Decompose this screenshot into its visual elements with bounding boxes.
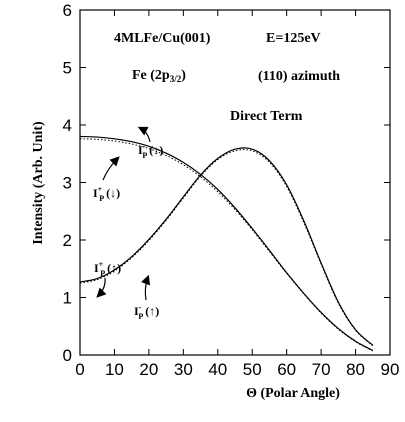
pointer-minus-down-arrow [137,126,151,143]
x-tick-label: 30 [174,360,193,379]
label-minus-up: I-P (↑) [134,303,159,321]
x-tick-label: 50 [243,360,262,379]
y-tick-label: 5 [63,59,72,78]
x-tick-label: 20 [139,360,158,379]
level-close: ) [181,68,186,83]
x-tick-label: 90 [381,360,400,379]
series-line-down-dotted [79,138,374,352]
energy-annotation: E=125eV [266,31,321,46]
y-tick-label: 3 [63,174,72,193]
pointer-plus-up-arrow [96,277,107,298]
term-annotation: Direct Term [230,109,303,124]
x-tick-label: 70 [312,360,331,379]
x-tick-label: 60 [277,360,296,379]
y-axis-ticks: 0 1 2 3 4 5 6 [63,1,390,365]
level-annotation: Fe (2p3/2) [132,68,186,84]
y-tick-label: 1 [63,289,72,308]
label-plus-up: I+ P (↑) [94,260,121,278]
label-plus-down: I+ P (↓) [93,185,120,203]
x-tick-label: 10 [105,360,124,379]
plot-frame [79,9,391,356]
x-tick-label: 40 [208,360,227,379]
series-line-down-solid [79,135,374,351]
pointer-plus-down-arrow [102,156,120,181]
level-main: Fe (2p [132,68,170,83]
series-layer [79,135,374,352]
x-axis-label: Θ (Polar Angle) [246,386,340,401]
level-sub: 3/2 [170,74,182,84]
x-axis-ticks: 0 10 20 30 40 50 60 70 80 90 [75,10,399,379]
y-axis-label: Intensity (Arb. Unit) [31,121,46,245]
x-tick-label: 0 [75,360,84,379]
pointer-minus-up-arrow [141,274,151,301]
azimuth-annotation: (110) azimuth [258,69,340,84]
series-line-up-solid [79,147,374,346]
x-tick-label: 80 [346,360,365,379]
y-tick-label: 6 [63,1,72,20]
series-line-up-dotted [79,149,374,347]
y-tick-label: 0 [63,346,72,365]
label-minus-down: I-P (↓) [138,142,163,160]
system-annotation: 4MLFe/Cu(001) [114,31,211,46]
y-tick-label: 2 [63,231,72,250]
y-tick-label: 4 [63,116,72,135]
